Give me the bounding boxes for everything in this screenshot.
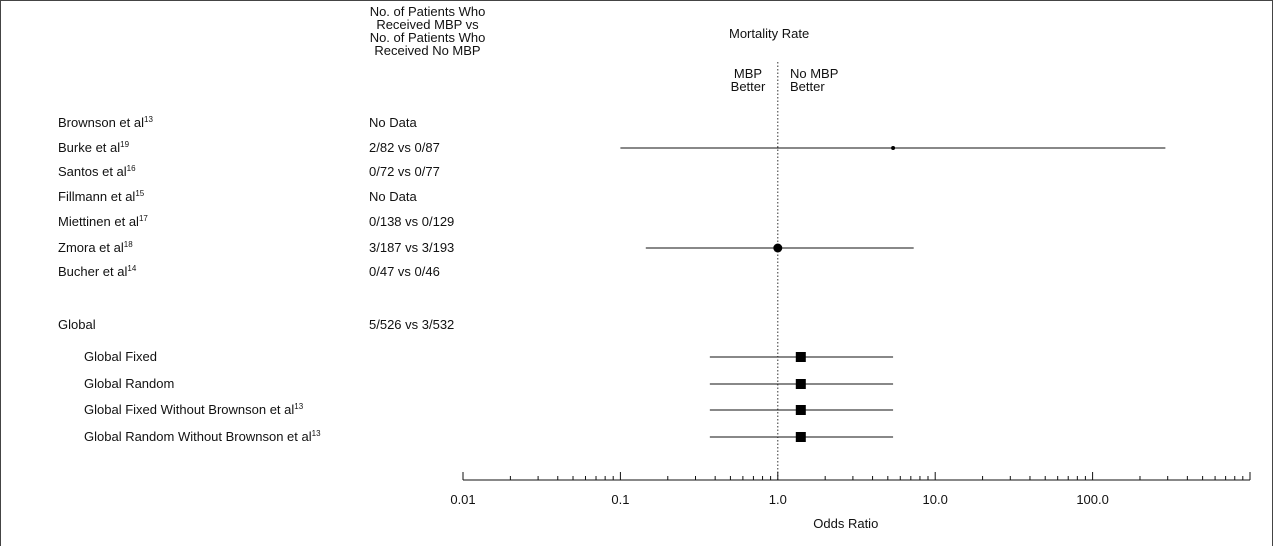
- point-estimate-small-dot: [891, 146, 896, 150]
- study-name: Global Random: [84, 376, 175, 391]
- counts-header-line: No. of Patients Who: [369, 30, 486, 45]
- study-label: Santos et al16: [58, 164, 136, 179]
- study-label: Brownson et al13: [58, 115, 153, 130]
- study-reference: 13: [144, 115, 153, 124]
- study-reference: 18: [123, 240, 133, 249]
- point-estimate-square: [795, 352, 806, 362]
- study-label: Burke et al19: [58, 140, 129, 155]
- favours-no-mbp-label: No MBP Better: [790, 67, 838, 93]
- study-label: Global: [58, 317, 96, 332]
- study-name: Global Fixed: [84, 349, 157, 364]
- study-reference: 14: [127, 264, 137, 273]
- study-label: Zmora et al18: [58, 240, 133, 255]
- study-name: Global Fixed Without Brownson et al: [84, 402, 295, 417]
- study-counts: 0/72 vs 0/77: [369, 164, 440, 179]
- study-name: Zmora et al: [58, 240, 124, 255]
- study-reference: 15: [135, 189, 145, 198]
- study-name: Global: [58, 317, 96, 332]
- x-axis-title: Odds Ratio: [813, 516, 878, 531]
- study-counts: 0/138 vs 0/129: [369, 214, 455, 229]
- study-label: Global Random: [84, 376, 174, 391]
- study-reference: 13: [311, 429, 321, 438]
- study-name: Fillmann et al: [58, 189, 136, 204]
- favours-mbp-line: Better: [730, 79, 766, 94]
- x-tick-label: 0.1: [611, 492, 629, 507]
- x-tick-label: 0.01: [450, 492, 475, 507]
- study-counts: No Data: [369, 189, 417, 204]
- study-label: Bucher et al14: [58, 264, 136, 279]
- favours-no-mbp-line: No MBP: [790, 66, 839, 81]
- study-reference: 13: [294, 402, 304, 411]
- study-counts: No Data: [369, 115, 417, 130]
- x-tick-label: 100.0: [1076, 492, 1109, 507]
- favours-no-mbp-line: Better: [790, 79, 825, 94]
- mortality-rate-title: Mortality Rate: [729, 26, 810, 41]
- study-reference: 19: [120, 140, 130, 149]
- study-name: Bucher et al: [58, 264, 128, 279]
- point-estimate-dot: [773, 243, 783, 253]
- study-name: Brownson et al: [58, 115, 144, 130]
- favours-mbp-line: MBP: [733, 66, 763, 81]
- x-tick-label: 10.0: [923, 492, 948, 507]
- study-reference: 16: [126, 164, 136, 173]
- point-estimate-square: [795, 379, 806, 389]
- point-estimate-square: [795, 432, 806, 442]
- study-name: Global Random Without Brownson et al: [84, 429, 312, 444]
- counts-column-header: No. of Patients Who Received MBP vs No. …: [355, 5, 500, 57]
- study-label: Fillmann et al15: [58, 189, 144, 204]
- counts-header-line: No. of Patients Who: [369, 4, 486, 19]
- counts-header-line: Received MBP vs: [376, 17, 479, 32]
- study-label: Global Fixed Without Brownson et al13: [84, 402, 303, 417]
- point-estimate-square: [795, 405, 806, 415]
- study-counts: 3/187 vs 3/193: [369, 240, 455, 255]
- study-name: Burke et al: [58, 140, 121, 155]
- study-counts: 0/47 vs 0/46: [369, 264, 440, 279]
- study-name: Miettinen et al: [58, 214, 139, 229]
- counts-header-line: Received No MBP: [374, 43, 481, 58]
- study-label: Global Fixed: [84, 349, 157, 364]
- x-tick-label: 1.0: [769, 492, 787, 507]
- study-label: Global Random Without Brownson et al13: [84, 429, 321, 444]
- study-name: Santos et al: [58, 164, 127, 179]
- favours-mbp-label: MBP Better: [723, 67, 773, 93]
- study-label: Miettinen et al17: [58, 214, 148, 229]
- study-counts: 2/82 vs 0/87: [369, 140, 440, 155]
- study-reference: 17: [138, 214, 148, 223]
- study-counts: 5/526 vs 3/532: [369, 317, 455, 332]
